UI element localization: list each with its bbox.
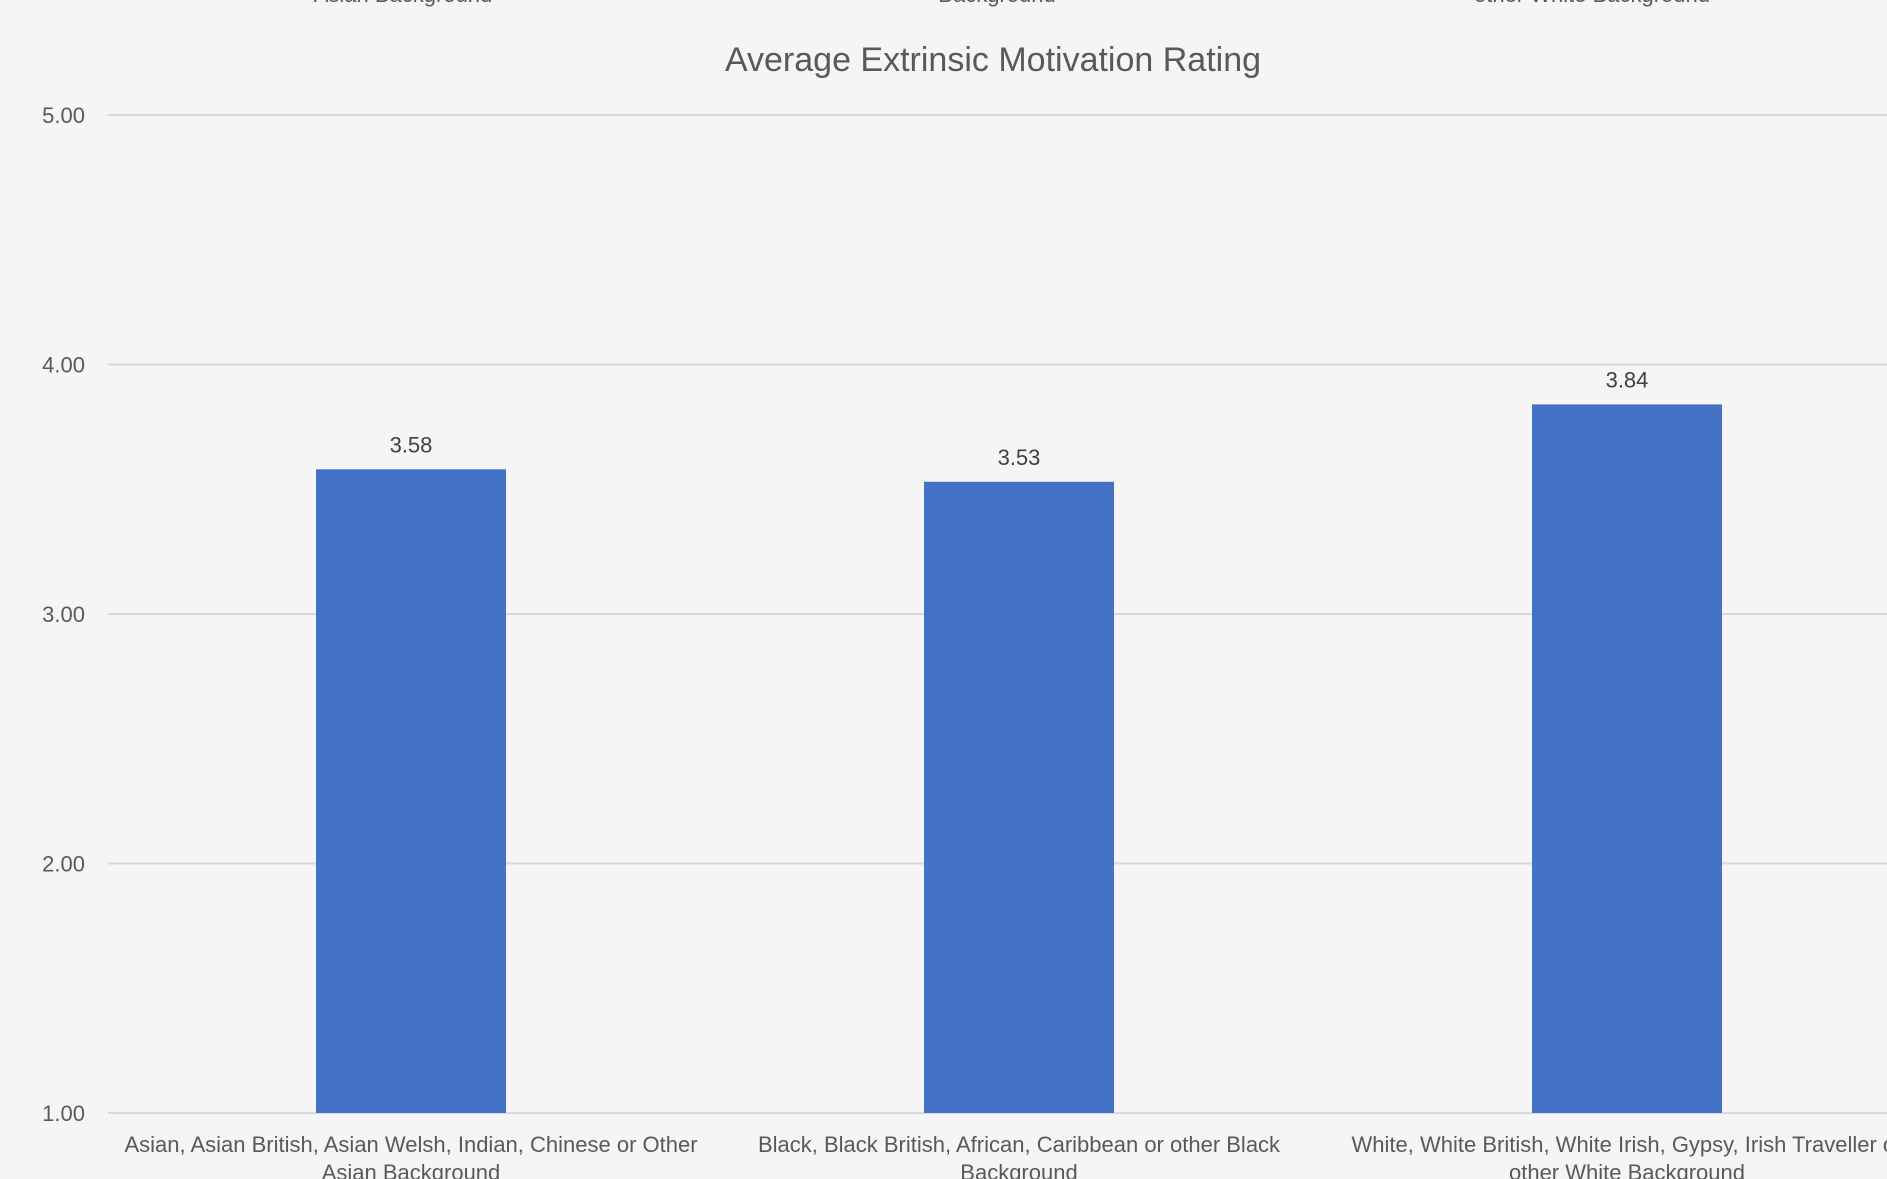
data-label: 3.84 [1606, 367, 1649, 392]
y-axis-tick-labels: 1.00 2.00 3.00 4.00 5.00 [42, 103, 85, 1126]
data-label: 3.58 [390, 432, 433, 457]
x-category-label: White, White British, White Irish, Gypsy… [1352, 1132, 1887, 1157]
bar [316, 469, 506, 1113]
y-tick-label: 3.00 [42, 602, 85, 627]
y-tick-label: 4.00 [42, 353, 85, 378]
cropped-previous-chart-labels: Asian Background Background other White Ba… [314, 0, 1710, 7]
cropped-label: Asian Background [314, 0, 493, 7]
x-category-label: Asian, Asian British, Asian Welsh, India… [124, 1132, 697, 1157]
category-labels: Asian, Asian British, Asian Welsh, India… [124, 1132, 1887, 1179]
x-category-label: other White Background [1509, 1160, 1745, 1179]
y-tick-label: 5.00 [42, 103, 85, 128]
x-category-label: Asian Background [322, 1160, 501, 1179]
x-category-label: Black, Black British, African, Caribbean… [758, 1132, 1281, 1157]
cropped-label: Background [938, 0, 1055, 7]
chart-title: Average Extrinsic Motivation Rating [725, 41, 1261, 79]
x-category-label: Background [960, 1160, 1077, 1179]
cropped-label: other White Background [1474, 0, 1710, 7]
data-labels: 3.58 3.53 3.84 [390, 367, 1649, 469]
y-tick-label: 2.00 [42, 852, 85, 877]
bars [316, 404, 1722, 1113]
bar [1532, 404, 1722, 1113]
data-label: 3.53 [998, 445, 1041, 470]
bar [924, 481, 1114, 1113]
y-tick-label: 1.00 [42, 1101, 85, 1126]
